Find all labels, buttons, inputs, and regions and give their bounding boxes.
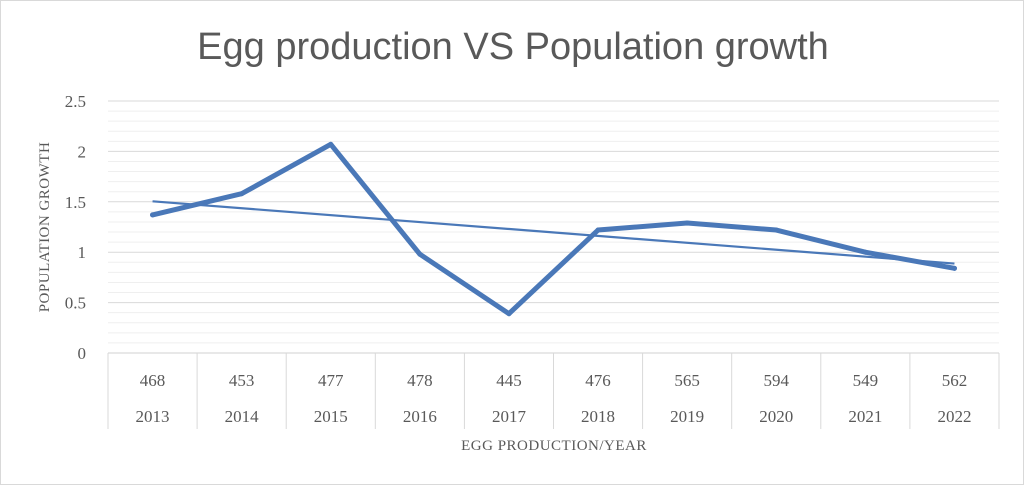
year-label: 2014 <box>225 407 260 426</box>
series-layer <box>150 141 957 317</box>
y-axis-label: POPULATION GROWTH <box>37 142 53 313</box>
year-label: 2020 <box>759 407 793 426</box>
egg-production-label: 594 <box>764 371 790 390</box>
trendline <box>152 200 955 265</box>
data-point <box>417 251 423 257</box>
egg-production-label: 562 <box>942 371 968 390</box>
year-label: 2013 <box>136 407 170 426</box>
x-axis-label: EGG PRODUCTION/YEAR <box>461 438 647 454</box>
data-point <box>595 227 601 233</box>
egg-production-label: 468 <box>140 371 166 390</box>
y-tick-label: 0 <box>78 344 87 363</box>
egg-production-label: 445 <box>496 371 522 390</box>
egg-production-label: 476 <box>585 371 611 390</box>
egg-production-label: 453 <box>229 371 255 390</box>
grid-layer <box>108 100 999 344</box>
egg-production-label: 565 <box>674 371 700 390</box>
y-tick-label: 1 <box>78 243 87 262</box>
category-table: 468 2013 453 2014 477 2015 478 2016 445 2017 476 20… <box>107 352 1000 429</box>
year-label: 2019 <box>670 407 704 426</box>
data-point <box>328 141 334 147</box>
series-line <box>150 141 957 317</box>
data-point <box>506 311 512 317</box>
year-label: 2022 <box>937 407 971 426</box>
data-point <box>862 249 868 255</box>
data-point <box>684 220 690 226</box>
year-label: 2021 <box>848 407 882 426</box>
data-point <box>239 191 245 197</box>
egg-production-label: 549 <box>853 371 879 390</box>
egg-production-label: 478 <box>407 371 433 390</box>
y-tick-label: 1.5 <box>65 193 86 212</box>
year-label: 2016 <box>403 407 437 426</box>
y-tick-labels: 0 0.5 1 1.5 2 2.5 <box>65 92 86 363</box>
data-point <box>773 227 779 233</box>
y-tick-label: 2 <box>78 142 87 161</box>
data-point <box>150 212 156 218</box>
year-label: 2017 <box>492 407 527 426</box>
y-tick-label: 0.5 <box>65 294 86 313</box>
chart-title: Egg production VS Population growth <box>197 26 829 68</box>
year-label: 2015 <box>314 407 348 426</box>
egg-production-label: 477 <box>318 371 344 390</box>
y-tick-label: 2.5 <box>65 92 86 111</box>
year-label: 2018 <box>581 407 615 426</box>
data-point <box>951 265 957 271</box>
